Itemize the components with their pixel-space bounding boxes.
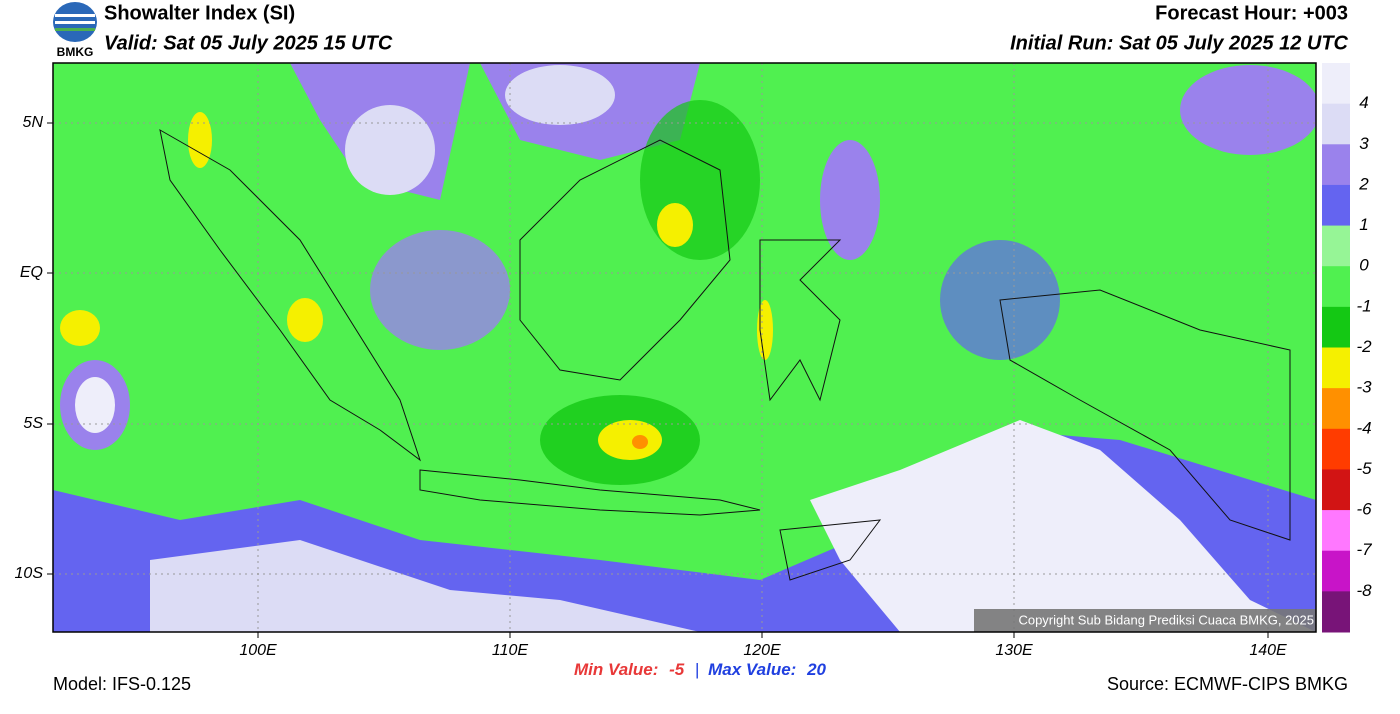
colorbar-band	[1322, 550, 1350, 592]
colorbar-label: -8	[1356, 581, 1372, 600]
colorbar-band	[1322, 469, 1350, 511]
logo-text: BMKG	[57, 45, 94, 59]
colorbar-label: -7	[1356, 540, 1372, 559]
initial-run: Initial Run: Sat 05 July 2025 12 UTC	[1010, 32, 1348, 54]
colorbar-label: -3	[1356, 378, 1372, 397]
max-label: Max Value:	[708, 660, 796, 679]
copyright: Copyright Sub Bidang Prediksi Cuaca BMKG…	[1018, 612, 1314, 627]
colorbar-band	[1322, 225, 1350, 267]
colorbar-band	[1322, 347, 1350, 389]
lon-label: 110E	[492, 642, 529, 659]
map-field: Copyright Sub Bidang Prediksi Cuaca BMKG…	[53, 63, 1316, 632]
colorbar-band	[1322, 510, 1350, 552]
min-max: Min Value: -5 | Max Value: 20	[574, 660, 827, 679]
min-label: Min Value:	[574, 660, 658, 679]
forecast-hour: Forecast Hour: +003	[1155, 2, 1348, 24]
lat-label: 5N	[23, 114, 44, 131]
max-value: 20	[806, 660, 826, 679]
lat-label: 5S	[23, 415, 43, 432]
lat-label: 10S	[15, 565, 44, 582]
colorbar-label: -1	[1356, 296, 1371, 315]
colorbar-label: -5	[1356, 459, 1372, 478]
colorbar-band	[1322, 428, 1350, 470]
valid-time: Valid: Sat 05 July 2025 15 UTC	[104, 32, 393, 54]
colorbar-band	[1322, 184, 1350, 227]
colorbar-label: -2	[1356, 337, 1372, 356]
map-frame	[52, 62, 1317, 633]
lon-label: 140E	[1249, 642, 1287, 659]
title: Showalter Index (SI)	[104, 2, 295, 24]
colorbar-band	[1322, 306, 1350, 348]
lon-label: 130E	[995, 642, 1033, 659]
colorbar-label: -4	[1356, 418, 1371, 437]
colorbar-label: 3	[1359, 134, 1369, 153]
colorbar-band	[1322, 103, 1350, 145]
colorbar-label: 4	[1359, 93, 1368, 112]
separator: |	[695, 660, 699, 679]
lon-label: 100E	[239, 642, 277, 659]
colorbar-label: -6	[1356, 500, 1372, 519]
colorbar-label: 2	[1358, 174, 1369, 193]
source: Source: ECMWF-CIPS BMKG	[1107, 674, 1348, 694]
min-value: -5	[669, 660, 685, 679]
colorbar-band	[1322, 144, 1350, 186]
logo: BMKG	[53, 2, 97, 59]
colorbar-band	[1322, 591, 1350, 633]
colorbar-band	[1322, 388, 1350, 430]
colorbar-label: 0	[1359, 256, 1369, 275]
lon-label: 120E	[743, 642, 781, 659]
colorbar-label: 1	[1359, 215, 1368, 234]
model: Model: IFS-0.125	[53, 674, 191, 694]
colorbar-band	[1322, 63, 1350, 105]
lat-label: EQ	[20, 264, 43, 281]
colorbar-band	[1322, 266, 1350, 308]
